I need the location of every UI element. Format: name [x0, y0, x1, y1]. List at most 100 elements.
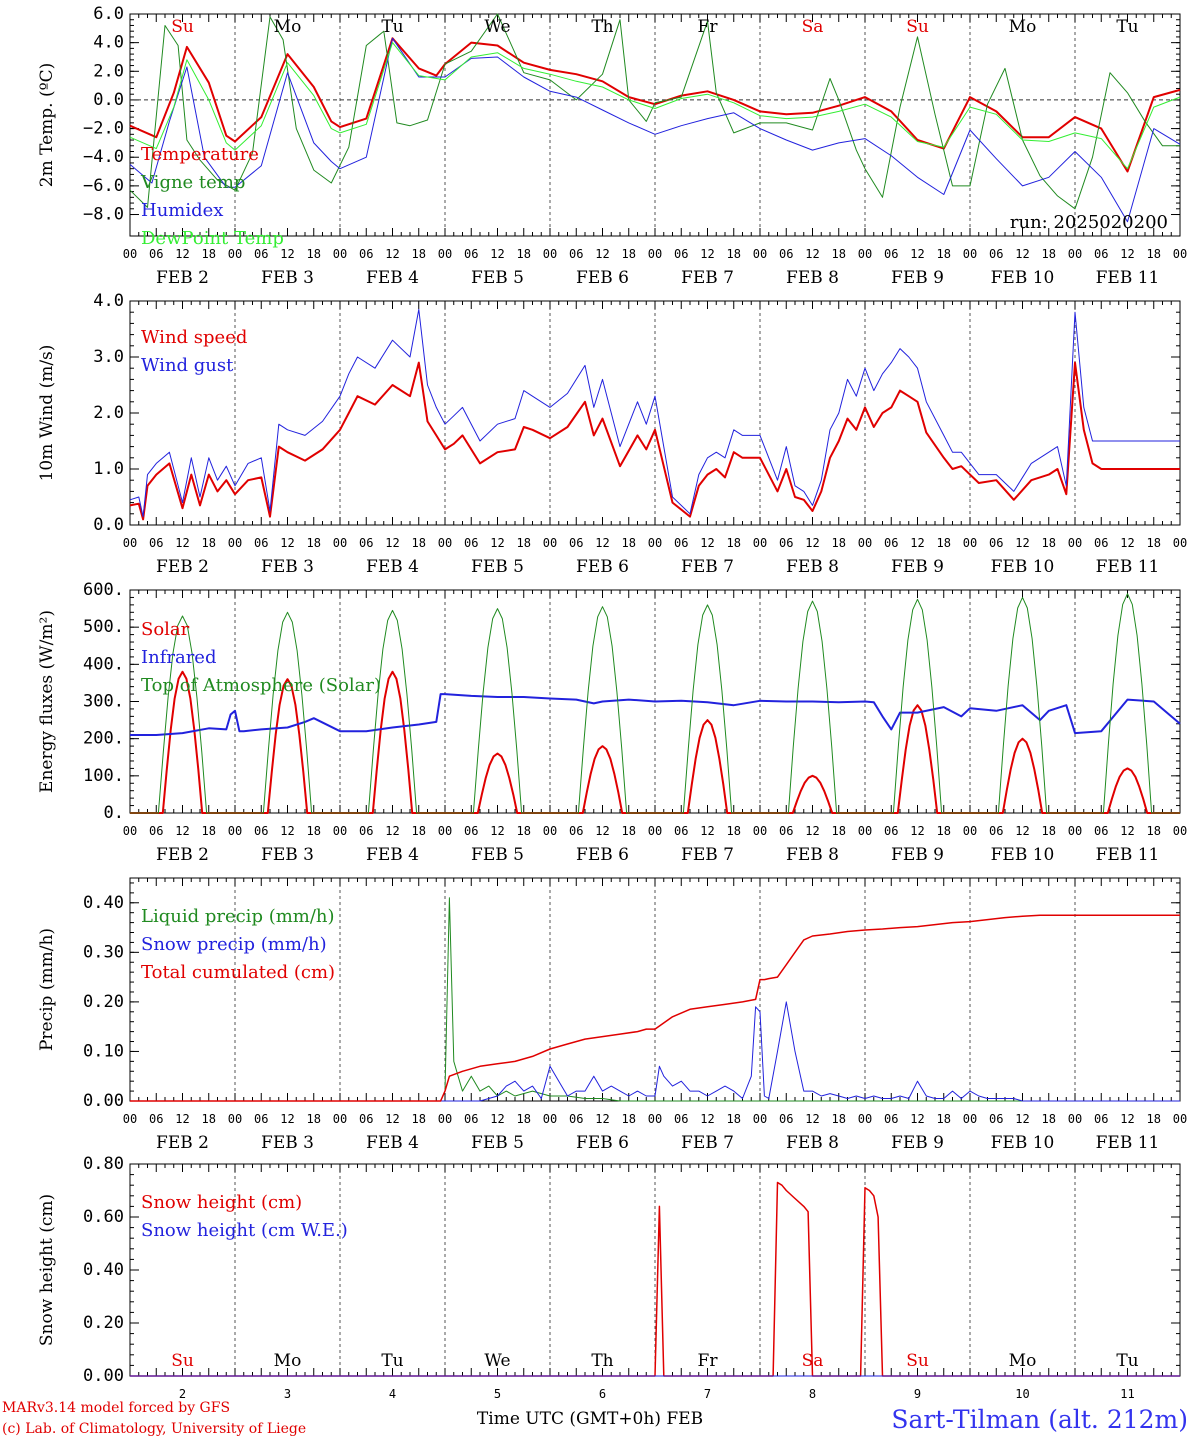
- series-line-2: [130, 914, 1180, 1102]
- hour-label: 12: [280, 824, 294, 838]
- hour-label: 06: [359, 536, 373, 550]
- legend-entry: Top of Atmosphere (Solar): [141, 675, 381, 696]
- footer-model: MARv3.14 model forced by GFS: [2, 1400, 230, 1416]
- day-label-top: Mo: [274, 17, 302, 37]
- day-label-top: We: [484, 17, 510, 37]
- hour-label: 06: [149, 1112, 163, 1126]
- footer-lab: (c) Lab. of Climatology, University of L…: [2, 1421, 306, 1437]
- date-label: FEB 5: [471, 268, 524, 288]
- hour-label: 06: [464, 824, 478, 838]
- hour-label: 06: [149, 824, 163, 838]
- hour-label: 00: [648, 1112, 662, 1126]
- hour-label: 18: [1147, 824, 1161, 838]
- hour-label: 00: [228, 536, 242, 550]
- hour-label: 18: [727, 247, 741, 261]
- hour-label: 00: [333, 247, 347, 261]
- hour-label: 00: [228, 247, 242, 261]
- hour-label: 12: [910, 247, 924, 261]
- hour-label: 00: [333, 536, 347, 550]
- hour-label: 00: [1068, 1112, 1082, 1126]
- y-tick-label: 0.80: [83, 1154, 124, 1174]
- date-label: FEB 11: [1096, 557, 1160, 577]
- panel-4: 0.00 0.20 0.40 0.60 0.80 Snow height (cm) Snow…: [37, 1154, 1181, 1386]
- hour-label: 00: [1173, 536, 1187, 550]
- hour-label: 06: [884, 824, 898, 838]
- hour-label: 12: [1015, 1112, 1029, 1126]
- hour-label: 00: [123, 536, 137, 550]
- hour-label: 06: [989, 536, 1003, 550]
- hour-label: 18: [727, 1112, 741, 1126]
- y-tick-label: 0.0: [93, 515, 124, 535]
- y-tick-label: 2.0: [93, 403, 124, 423]
- hour-label: 06: [569, 247, 583, 261]
- hour-label: 18: [937, 1112, 951, 1126]
- hour-label: 12: [595, 1112, 609, 1126]
- hour-label: 06: [779, 247, 793, 261]
- hour-label: 12: [490, 247, 504, 261]
- hour-label: 00: [858, 536, 872, 550]
- hour-label: 18: [412, 1112, 426, 1126]
- day-label-top: Th: [591, 17, 613, 37]
- hour-label: 00: [543, 1112, 557, 1126]
- series-line-1: [130, 693, 1181, 736]
- hour-label: 12: [175, 824, 189, 838]
- hour-label: 18: [202, 536, 216, 550]
- day-label-top: Su: [171, 17, 194, 37]
- day-label-top: Sa: [802, 17, 824, 37]
- date-label: FEB 9: [891, 268, 944, 288]
- hour-label: 18: [1147, 1112, 1161, 1126]
- date-label: FEB 8: [786, 845, 839, 865]
- hour-label: 00: [438, 824, 452, 838]
- hour-label: 12: [595, 824, 609, 838]
- y-tick-label: 0.60: [83, 1207, 124, 1227]
- bottom-date: 4: [389, 1387, 396, 1401]
- hour-label: 06: [464, 1112, 478, 1126]
- hour-label: 00: [648, 824, 662, 838]
- hour-label: 18: [517, 824, 531, 838]
- hour-label: 18: [307, 1112, 321, 1126]
- hour-label: 18: [832, 824, 846, 838]
- y-tick-label: 300.: [83, 692, 124, 712]
- hour-label: 00: [123, 1112, 137, 1126]
- date-label: FEB 4: [366, 268, 419, 288]
- hour-label: 00: [1173, 247, 1187, 261]
- y-tick-label: 100.: [83, 766, 124, 786]
- legend-entry: Wind speed: [141, 327, 247, 348]
- hour-label: 12: [385, 824, 399, 838]
- series-line-1: [129, 308, 1180, 518]
- hour-label: 12: [805, 1112, 819, 1126]
- y-tick-label: −6.0: [83, 176, 124, 196]
- date-label: FEB 10: [991, 268, 1055, 288]
- y-tick-label: 200.: [83, 729, 124, 749]
- legend-entry: Solar: [141, 619, 190, 640]
- hour-label: 00: [438, 536, 452, 550]
- legend-entry: Snow height (cm W.E.): [141, 1220, 348, 1241]
- hour-label: 18: [1042, 1112, 1056, 1126]
- hour-label: 18: [832, 1112, 846, 1126]
- hour-label: 18: [307, 536, 321, 550]
- hour-label: 18: [412, 247, 426, 261]
- panel-0: −8.0 −6.0 −4.0 −2.0 0.0 2.0 4.0 6.0 2m Temp. (ºC…: [37, 4, 1187, 288]
- date-label: FEB 8: [786, 268, 839, 288]
- hour-label: 06: [674, 1112, 688, 1126]
- run-label: run: 2025020200: [1010, 212, 1168, 233]
- bottom-date: 7: [704, 1387, 711, 1401]
- bottom-date: 11: [1120, 1387, 1134, 1401]
- hour-label: 18: [622, 536, 636, 550]
- day-label-bottom: Th: [591, 1351, 613, 1371]
- hour-label: 00: [1173, 824, 1187, 838]
- hour-label: 12: [1015, 536, 1029, 550]
- y-tick-label: 0.00: [83, 1091, 124, 1111]
- legend-entry: Snow precip (mm/h): [141, 934, 327, 955]
- hour-label: 18: [937, 824, 951, 838]
- hour-label: 18: [517, 247, 531, 261]
- hour-label: 18: [937, 536, 951, 550]
- date-label: FEB 5: [471, 845, 524, 865]
- hour-label: 00: [123, 824, 137, 838]
- day-label-bottom: Sa: [802, 1351, 824, 1371]
- date-label: FEB 6: [576, 845, 629, 865]
- hour-label: 00: [753, 536, 767, 550]
- y-tick-label: 0.10: [83, 1041, 124, 1061]
- series-line-2: [129, 37, 1181, 223]
- hour-label: 18: [202, 824, 216, 838]
